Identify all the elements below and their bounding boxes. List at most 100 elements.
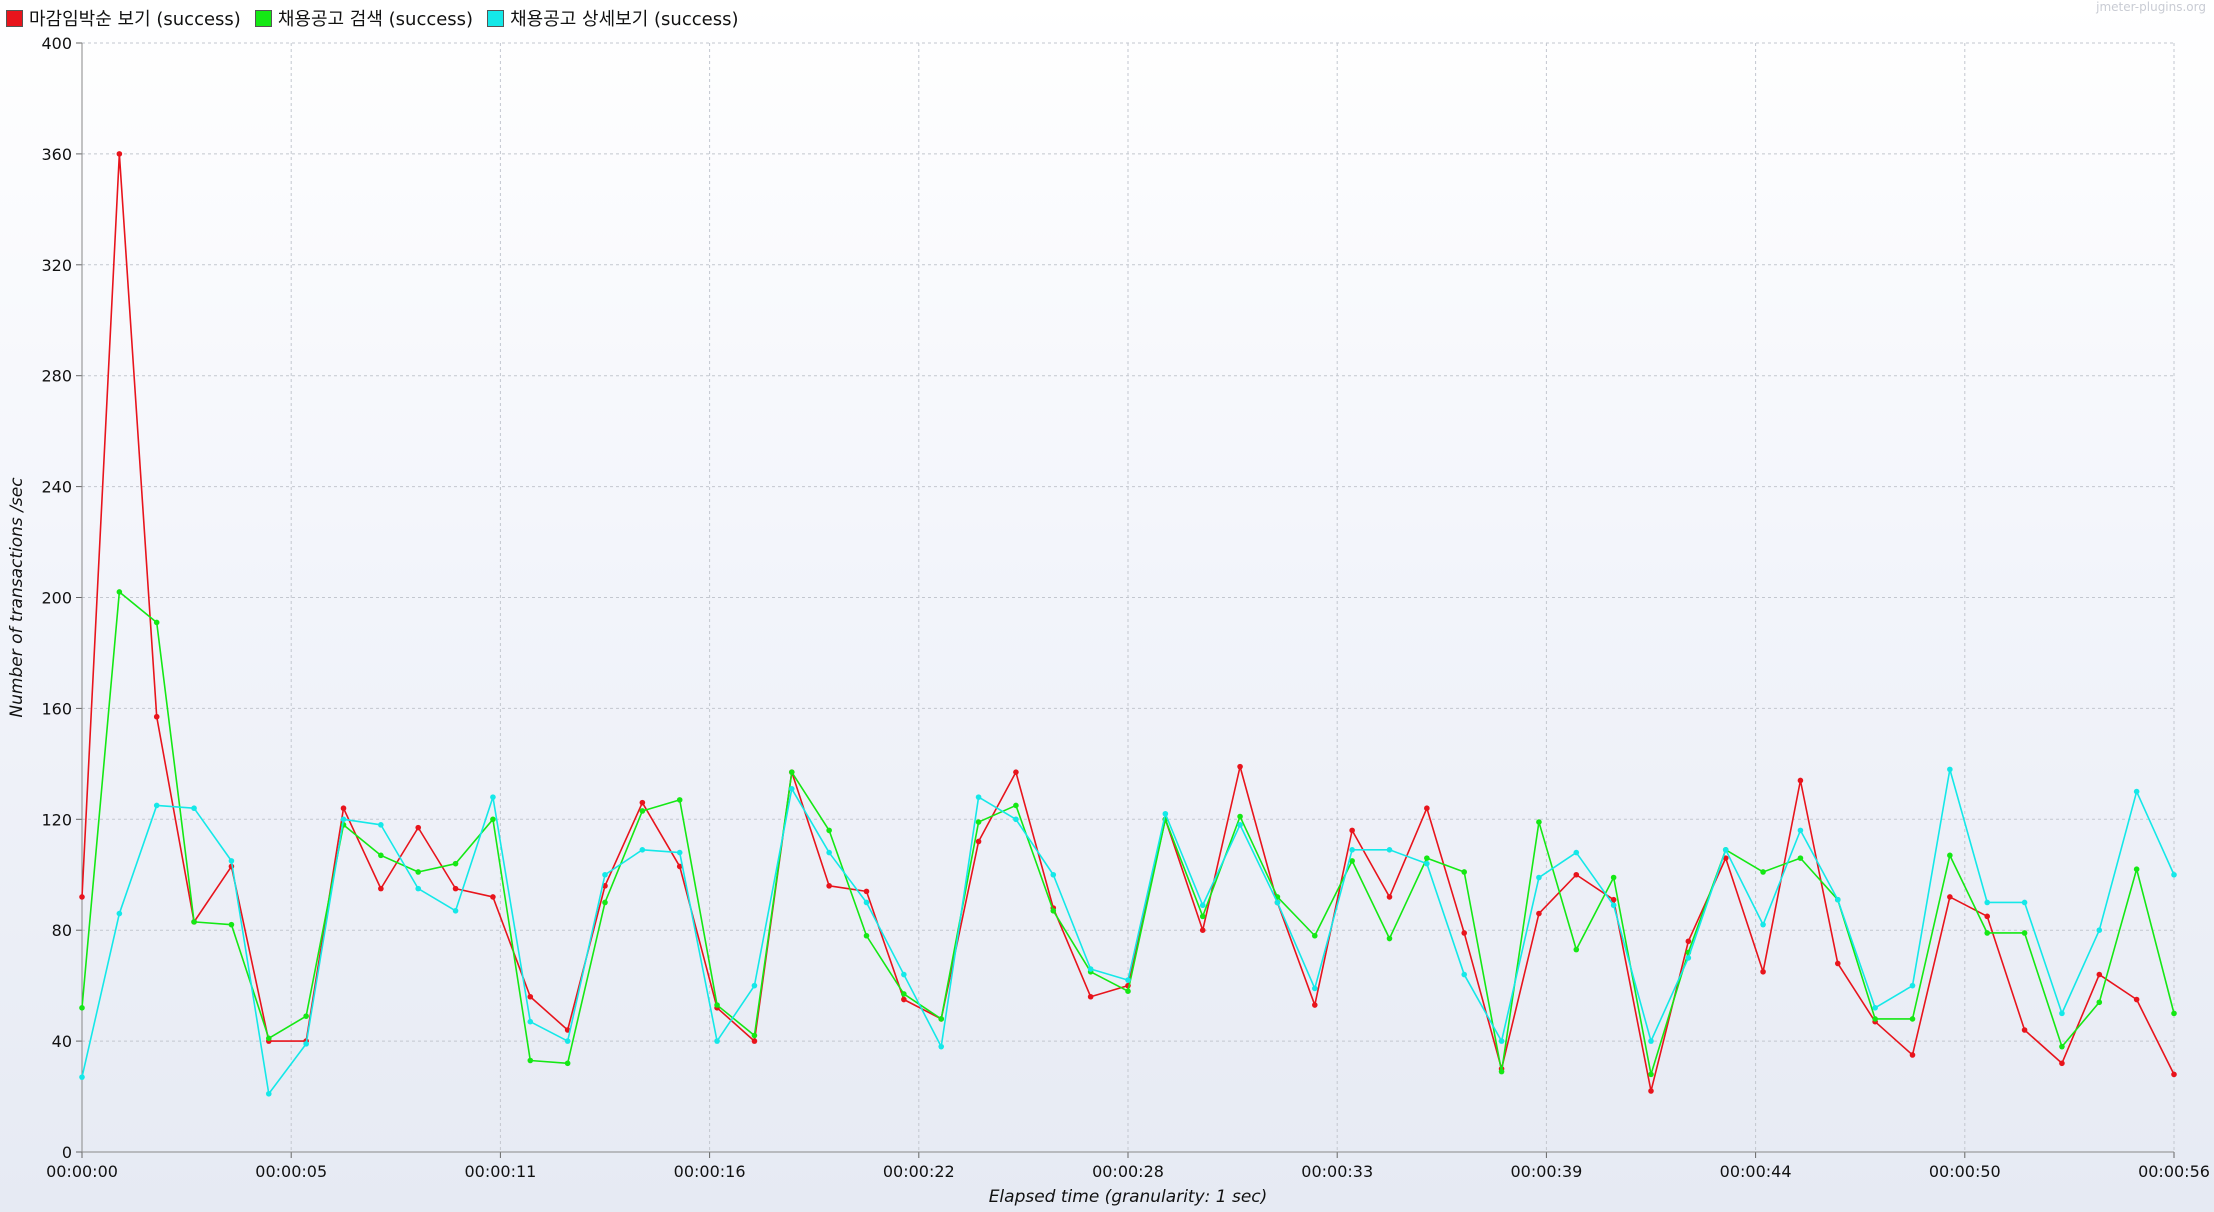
data-point bbox=[265, 1090, 272, 1097]
y-tick-label: 360 bbox=[41, 145, 72, 164]
data-point bbox=[2096, 927, 2103, 933]
data-point bbox=[1536, 874, 1542, 881]
x-tick-label: 00:00:16 bbox=[674, 1162, 746, 1181]
data-point bbox=[1760, 968, 1766, 975]
data-point bbox=[228, 858, 235, 864]
series-2 bbox=[79, 589, 2177, 1078]
data-point bbox=[1199, 927, 1206, 933]
data-point bbox=[564, 1038, 571, 1044]
data-point bbox=[1610, 896, 1617, 903]
data-point bbox=[2171, 1010, 2177, 1017]
data-point bbox=[602, 871, 608, 878]
data-point bbox=[1573, 871, 1580, 878]
x-tick-label: 00:00:44 bbox=[1720, 1162, 1792, 1181]
x-tick-label: 00:00:33 bbox=[1301, 1162, 1373, 1181]
data-point bbox=[751, 1038, 758, 1044]
data-point bbox=[340, 816, 347, 823]
data-point bbox=[340, 805, 347, 812]
data-point bbox=[1013, 802, 1019, 809]
data-point bbox=[1648, 1088, 1654, 1094]
data-point bbox=[564, 1060, 571, 1067]
series-3 bbox=[79, 766, 2177, 1097]
data-point bbox=[1424, 805, 1430, 812]
data-point bbox=[1162, 810, 1169, 817]
data-point bbox=[1311, 932, 1318, 939]
x-tick-label: 00:00:28 bbox=[1092, 1162, 1164, 1181]
y-axis-title: Number of transactions /sec bbox=[7, 477, 27, 718]
series-line bbox=[81, 591, 2175, 1076]
data-point bbox=[1237, 813, 1243, 820]
data-point bbox=[153, 619, 160, 626]
y-tick-label: 80 bbox=[52, 921, 72, 940]
data-point bbox=[1947, 852, 1953, 859]
data-point bbox=[1648, 1038, 1654, 1044]
data-point bbox=[1536, 819, 1542, 825]
x-tick-label: 00:00:50 bbox=[1929, 1162, 2001, 1181]
data-point bbox=[714, 1002, 720, 1008]
y-tick-label: 40 bbox=[52, 1032, 72, 1051]
data-point bbox=[2096, 971, 2103, 978]
x-tick-label: 00:00:56 bbox=[2138, 1162, 2210, 1181]
data-point bbox=[714, 1038, 720, 1044]
data-point bbox=[1722, 855, 1729, 861]
data-point bbox=[2021, 930, 2028, 936]
legend-item: 채용공고 검색 (success) bbox=[254, 5, 473, 31]
y-tick-label: 400 bbox=[41, 34, 72, 53]
data-point bbox=[116, 151, 123, 157]
data-point bbox=[1461, 930, 1468, 936]
data-point bbox=[415, 885, 422, 892]
data-point bbox=[1349, 827, 1355, 834]
data-point bbox=[751, 982, 758, 989]
data-point bbox=[1797, 777, 1804, 784]
legend-label: 마감임박순 보기 (success) bbox=[29, 9, 241, 30]
data-point bbox=[901, 991, 907, 997]
chart-legend: 마감임박순 보기 (success) 채용공고 검색 (success) 채용공고 … bbox=[6, 4, 738, 32]
data-point bbox=[826, 827, 832, 834]
data-point bbox=[1984, 930, 1991, 936]
data-point bbox=[1087, 993, 1094, 1000]
data-point bbox=[191, 919, 197, 925]
data-point bbox=[2133, 788, 2140, 795]
y-tick-label: 0 bbox=[62, 1143, 72, 1162]
data-point bbox=[788, 769, 795, 775]
data-point bbox=[2171, 1071, 2177, 1078]
x-tick-label: 00:00:00 bbox=[46, 1162, 118, 1181]
data-point bbox=[490, 816, 496, 823]
data-point bbox=[938, 1016, 945, 1022]
y-tick-label: 200 bbox=[41, 589, 72, 608]
data-point bbox=[1311, 985, 1318, 992]
data-point bbox=[1386, 935, 1393, 942]
data-point bbox=[153, 802, 160, 809]
data-point bbox=[975, 819, 982, 825]
data-point bbox=[1909, 1052, 1916, 1058]
data-point bbox=[1013, 769, 1019, 775]
data-point bbox=[938, 1043, 945, 1050]
data-point bbox=[1760, 869, 1766, 875]
data-point bbox=[788, 786, 795, 792]
data-point bbox=[2171, 871, 2177, 878]
data-point bbox=[1349, 846, 1355, 853]
data-point bbox=[116, 589, 123, 595]
data-point bbox=[1760, 921, 1766, 928]
data-point bbox=[116, 910, 123, 917]
data-point bbox=[527, 1018, 534, 1025]
data-point bbox=[1050, 871, 1057, 878]
watermark: jmeter-plugins.org bbox=[2096, 0, 2206, 14]
data-point bbox=[863, 932, 870, 939]
data-point bbox=[303, 1041, 309, 1047]
data-point bbox=[1872, 1005, 1878, 1011]
data-point bbox=[1461, 971, 1468, 978]
data-point bbox=[2096, 999, 2103, 1006]
data-point bbox=[1424, 855, 1430, 861]
data-point bbox=[1013, 816, 1019, 823]
x-tick-label: 00:00:22 bbox=[883, 1162, 955, 1181]
data-point bbox=[639, 808, 646, 814]
data-point bbox=[2059, 1060, 2065, 1067]
data-point bbox=[975, 794, 982, 800]
grid-lines bbox=[82, 42, 2175, 1152]
data-point bbox=[378, 822, 384, 828]
data-point bbox=[415, 824, 422, 831]
data-point bbox=[1610, 902, 1617, 909]
data-point bbox=[527, 993, 534, 1000]
data-point bbox=[863, 899, 870, 906]
